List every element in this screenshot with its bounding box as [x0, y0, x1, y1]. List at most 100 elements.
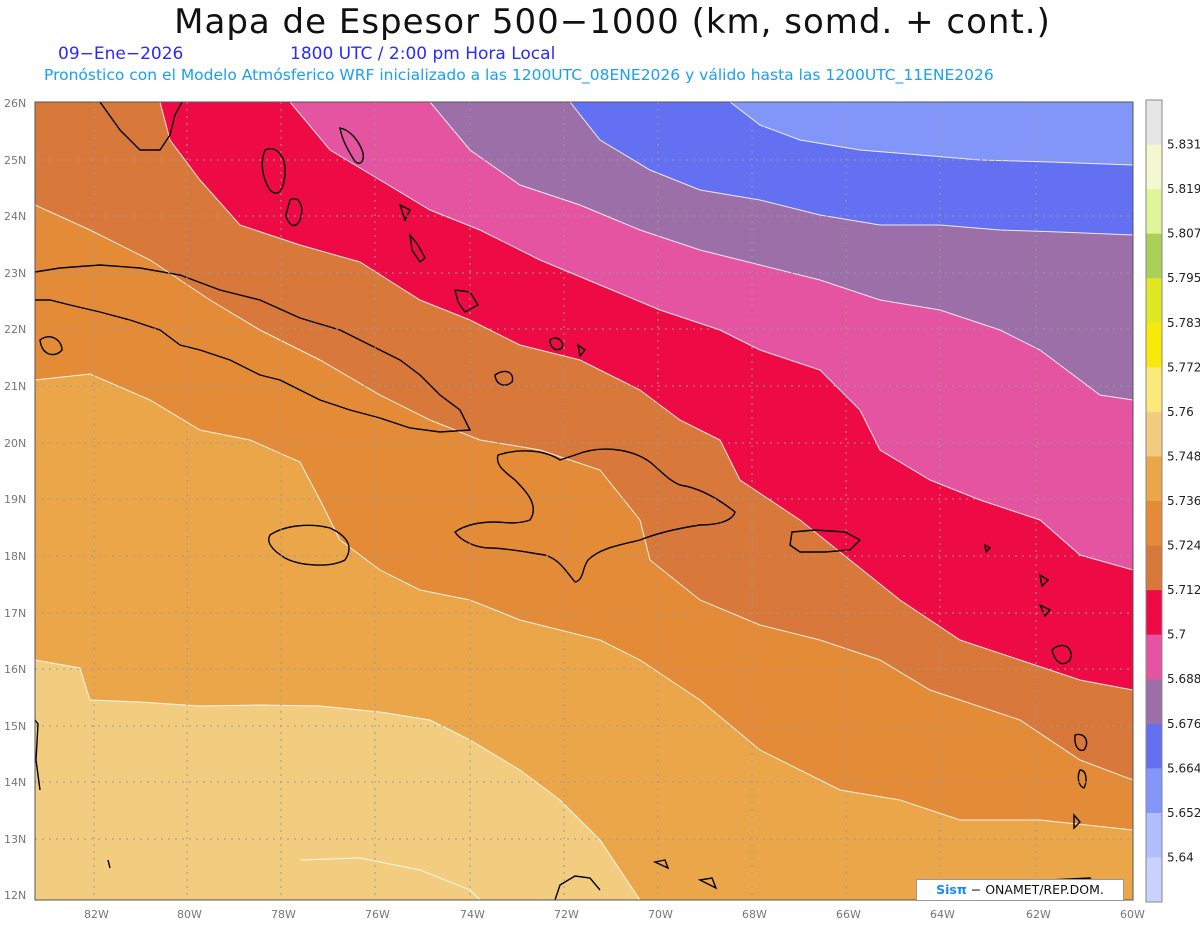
colorbar-swatch	[1146, 501, 1162, 547]
colorbar-swatch	[1146, 322, 1162, 368]
longitude-axis: 82W 80W 78W 76W 74W 72W 70W 68W 66W 64W …	[84, 908, 1145, 921]
aruba-curacao	[652, 859, 670, 870]
lon-label: 62W	[1026, 908, 1051, 921]
bahamas-island-4	[398, 203, 411, 222]
lon-label: 76W	[365, 908, 390, 921]
band-5.7	[160, 102, 1133, 690]
credit-box: Sisπ − ONAMET/REP.DOM.	[916, 879, 1124, 901]
lon-label: 78W	[271, 908, 296, 921]
lon-label: 66W	[836, 908, 861, 921]
lat-label: 14N	[4, 776, 26, 789]
thickness-bands	[35, 102, 1133, 900]
colorbar-label: 5.783	[1167, 316, 1200, 330]
st-lucia	[1077, 769, 1087, 789]
lat-label: 18N	[4, 550, 26, 563]
colorbar-swatch	[1146, 545, 1162, 591]
martinique	[1074, 733, 1088, 752]
lat-label: 17N	[4, 607, 26, 620]
lat-label: 19N	[4, 493, 26, 506]
colorbar-label: 5.76	[1167, 405, 1194, 419]
colorbar-label: 5.7	[1167, 628, 1186, 642]
forecast-time: 1800 UTC / 2:00 pm Hora Local	[290, 44, 556, 64]
colorbar-label: 5.736	[1167, 494, 1200, 508]
colorbar-swatch	[1146, 278, 1162, 324]
lat-label: 24N	[4, 210, 26, 223]
lon-label: 72W	[554, 908, 579, 921]
colorbar-swatch	[1146, 723, 1162, 769]
lon-label: 64W	[930, 908, 955, 921]
sispi-logo: Sisπ	[936, 882, 967, 897]
lat-label: 20N	[4, 437, 26, 450]
lat-label: 23N	[4, 267, 26, 280]
lat-label: 16N	[4, 663, 26, 676]
band-5.736	[35, 374, 1133, 900]
south-america-coast	[554, 875, 601, 900]
colorbar-label: 5.652	[1167, 806, 1200, 820]
colorbar-label: 5.795	[1167, 271, 1200, 285]
lon-label: 80W	[177, 908, 202, 921]
colorbar-label: 5.712	[1167, 583, 1200, 597]
cuba-coast	[35, 264, 472, 433]
bahamas-island-6	[454, 289, 479, 313]
lat-label: 13N	[4, 833, 26, 846]
band-5.688	[290, 102, 1133, 570]
lon-label: 82W	[84, 908, 109, 921]
st-vincent	[1073, 813, 1081, 830]
colorbar-swatch	[1146, 768, 1162, 814]
colorbar-label: 5.819	[1167, 182, 1200, 196]
coastlines	[35, 102, 1101, 900]
colorbar-swatch	[1146, 679, 1162, 725]
band-5.652	[730, 102, 1133, 165]
colorbar: 5.831 5.819 5.807 5.795 5.783 5.772 5.76 5.748 5…	[1145, 99, 1200, 903]
lat-label: 21N	[4, 380, 26, 393]
credit-org: − ONAMET/REP.DOM.	[970, 882, 1104, 897]
lon-label: 74W	[460, 908, 485, 921]
great-inagua	[494, 370, 514, 386]
colorbar-swatch	[1146, 411, 1162, 457]
lon-label: 60W	[1120, 908, 1145, 921]
latitude-axis: 26N 25N 24N 23N 22N 21N 20N 19N 18N 17N …	[4, 97, 26, 902]
lat-label: 15N	[4, 720, 26, 733]
colorbar-label: 5.688	[1167, 672, 1200, 686]
colorbar-swatch	[1146, 590, 1162, 636]
lat-label: 12N	[4, 889, 26, 902]
colorbar-swatch	[1146, 144, 1162, 190]
bonaire	[697, 877, 718, 890]
band-5.664	[570, 102, 1133, 235]
band-5.712	[35, 102, 1133, 780]
colorbar-label: 5.831	[1167, 138, 1200, 152]
colorbar-swatch	[1146, 189, 1162, 235]
san-andres	[107, 859, 111, 869]
map-title: Mapa de Espesor 500−1000 (km, somd. + co…	[174, 2, 1051, 42]
colorbar-swatch	[1146, 812, 1162, 858]
colorbar-swatch	[1146, 367, 1162, 413]
bahamas-andros	[261, 148, 286, 194]
colorbar-swatch	[1146, 233, 1162, 279]
bahamas-island-5	[408, 232, 426, 264]
central-america-coast	[35, 719, 41, 791]
band-5.748	[35, 660, 640, 900]
colorbar-swatch	[1146, 100, 1162, 146]
guadeloupe	[1051, 644, 1072, 665]
lesser-antilles-3	[1038, 603, 1052, 618]
colorbar-swatch	[1146, 456, 1162, 502]
colorbar-label: 5.724	[1167, 539, 1200, 553]
jamaica-coast	[268, 524, 350, 566]
colorbar-label: 5.676	[1167, 717, 1200, 731]
isla-juventud	[39, 336, 63, 356]
bahamas-island-3	[339, 127, 364, 164]
colorbar-label: 5.807	[1167, 227, 1200, 241]
map-border	[34, 101, 1134, 901]
hispaniola-coast	[454, 448, 736, 583]
colorbar-swatch	[1146, 857, 1162, 903]
lat-label: 26N	[4, 97, 26, 110]
lon-label: 68W	[742, 908, 767, 921]
lesser-antilles-1	[984, 543, 992, 554]
turks-caicos	[549, 337, 564, 351]
colorbar-label: 5.664	[1167, 761, 1200, 775]
lesser-antilles-2	[1039, 573, 1050, 588]
colorbar-swatch	[1146, 634, 1162, 680]
lat-label: 22N	[4, 323, 26, 336]
graticule	[35, 102, 1133, 900]
